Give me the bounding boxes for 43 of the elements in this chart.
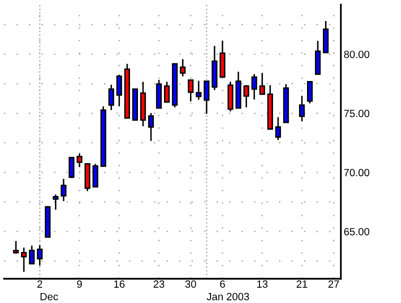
candlestick (20, 246, 27, 273)
x-tick-label: 21 (296, 280, 308, 288)
candlestick (220, 40, 226, 78)
candlestick (314, 40, 321, 75)
y-tick-label: 65.00 (344, 228, 370, 236)
candlestick (68, 156, 74, 179)
candlestick (156, 79, 162, 109)
x-tick-label: 13 (257, 280, 268, 288)
candlestick (52, 194, 59, 210)
x-tick-label: 23 (154, 280, 164, 288)
x-tick-label: 2 (37, 280, 42, 288)
x-tick-label: 30 (185, 280, 196, 288)
y-tick-label: 80.00 (344, 50, 370, 58)
x-tick-label: 16 (114, 280, 125, 288)
candlestick (116, 74, 122, 108)
candlestick (228, 81, 234, 112)
candlestick (259, 72, 266, 95)
x-tick-label: 9 (77, 280, 82, 288)
candlestick (108, 84, 114, 111)
candlestick (322, 20, 329, 54)
candlestick (60, 178, 66, 202)
text: Dec (40, 293, 58, 300)
candlestick (196, 80, 202, 100)
candlestick (243, 84, 250, 108)
candlestick (306, 80, 313, 104)
candlestick (180, 58, 186, 78)
candlestick (299, 95, 305, 122)
y-tick-label: 70.00 (344, 168, 370, 176)
candlestick (148, 112, 154, 142)
candlestick (13, 240, 19, 254)
text: Jan 2003 (206, 292, 249, 300)
x-tick-label: 6 (220, 280, 225, 288)
candlestick (36, 244, 43, 266)
y-tick-label: 75.00 (344, 110, 370, 118)
candlestick (76, 152, 82, 168)
x-tick-label: 27 (328, 280, 339, 288)
candlestick (92, 163, 98, 188)
candlestick (28, 244, 35, 264)
candlestick (164, 81, 170, 103)
candlestick (275, 116, 281, 141)
candlestick (188, 79, 194, 102)
candlestick (204, 80, 210, 114)
candlestick (251, 73, 258, 100)
